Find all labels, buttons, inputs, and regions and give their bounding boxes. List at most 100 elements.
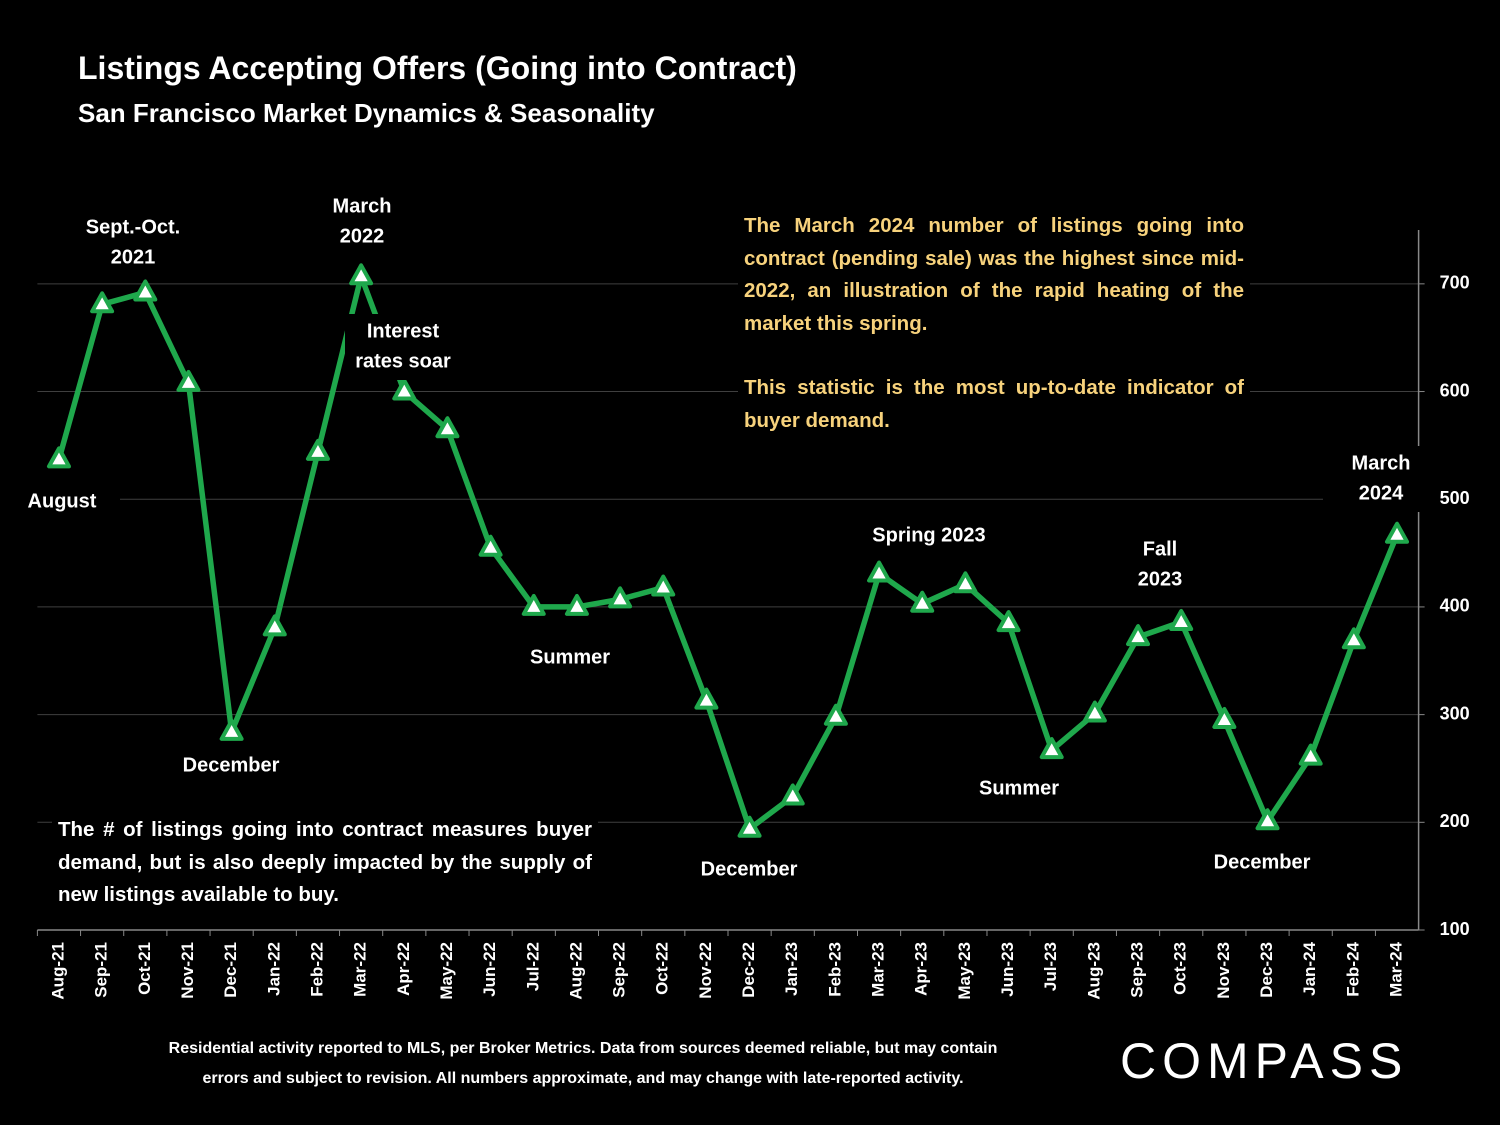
marker: [435, 416, 460, 439]
marker: [1212, 707, 1237, 729]
marker: [694, 687, 719, 710]
marker: [349, 263, 374, 286]
annotation: Fall: [1143, 538, 1177, 560]
annotation: December: [183, 754, 280, 776]
annotation: Summer: [530, 646, 610, 668]
marker: [1255, 808, 1280, 831]
annotation: rates soar: [355, 350, 451, 372]
marker: [780, 783, 805, 806]
marker: [953, 571, 978, 594]
marker: [1169, 609, 1194, 631]
x-tick-label: Oct-23: [1171, 942, 1190, 995]
marker: [737, 815, 762, 838]
x-tick-label: Oct-22: [653, 942, 672, 995]
marker: [46, 446, 71, 469]
marker: [651, 574, 676, 597]
marker: [478, 534, 503, 557]
x-tick-label: Jan-24: [1300, 941, 1319, 995]
marker: [262, 614, 287, 637]
annotation: Interest: [367, 320, 440, 342]
y-tick-label: 300: [1440, 703, 1470, 723]
annotation-bg: [1323, 446, 1439, 512]
x-tick-label: Feb-24: [1343, 941, 1362, 996]
y-tick-label: 500: [1440, 488, 1470, 508]
annotation: March: [333, 195, 392, 217]
logo: COMPASS: [1120, 1033, 1409, 1089]
x-tick-label: Dec-21: [221, 942, 240, 998]
annotation: August: [28, 490, 97, 512]
x-tick-label: Jun-22: [480, 942, 499, 997]
x-tick-label: Apr-23: [912, 942, 931, 996]
x-tick-label: May-23: [955, 942, 974, 1000]
marker: [564, 593, 589, 616]
x-tick-label: Nov-21: [178, 942, 197, 999]
x-tick-label: Nov-23: [1214, 942, 1233, 999]
x-tick-label: Aug-23: [1084, 942, 1103, 1000]
annotation: December: [1214, 851, 1311, 873]
marker: [608, 586, 633, 609]
marker: [1341, 627, 1366, 650]
marker: [1039, 737, 1064, 760]
annotation: Summer: [979, 777, 1059, 799]
footer-text: errors and subject to revision. All numb…: [202, 1070, 964, 1087]
note: The # of listings going into contract me…: [52, 814, 598, 912]
x-tick-label: Feb-23: [825, 942, 844, 997]
marker: [176, 369, 201, 392]
x-tick-label: Apr-22: [394, 942, 413, 996]
x-tick-label: Mar-24: [1387, 941, 1406, 996]
x-tick-label: Jan-23: [782, 942, 801, 996]
x-tick-label: May-22: [437, 942, 456, 1000]
marker: [1298, 743, 1323, 766]
marker: [1385, 521, 1410, 544]
annotation: March: [1352, 452, 1411, 474]
annotation: 2024: [1359, 482, 1404, 504]
y-tick-label: 200: [1440, 811, 1470, 831]
x-tick-label: Aug-21: [48, 942, 67, 1000]
x-tick-label: Nov-22: [696, 942, 715, 999]
chart-title: Listings Accepting Offers (Going into Co…: [78, 50, 797, 86]
marker: [910, 590, 935, 613]
marker: [823, 703, 848, 726]
x-tick-label: Sep-22: [610, 942, 629, 998]
x-tick-label: Mar-22: [351, 942, 370, 997]
annotation: 2023: [1138, 568, 1183, 590]
y-tick-label: 100: [1440, 919, 1470, 939]
note-text: This statistic is the most up-to-date in…: [744, 376, 1244, 432]
marker: [1126, 624, 1151, 647]
x-tick-label: Sep-23: [1128, 942, 1147, 998]
x-tick-label: Feb-22: [307, 942, 326, 997]
marker: [996, 610, 1021, 633]
annotation-bg: [4, 484, 120, 520]
y-tick-label: 700: [1440, 273, 1470, 293]
y-tick-label: 400: [1440, 596, 1470, 616]
x-tick-label: Jul-22: [523, 942, 542, 991]
note: The March 2024 number of listings going …: [738, 210, 1250, 437]
x-tick-label: Jun-23: [998, 942, 1017, 997]
x-tick-label: Jul-23: [1041, 942, 1060, 991]
annotation-bg: [345, 314, 461, 380]
x-tick-label: Jan-22: [264, 942, 283, 996]
annotation: December: [701, 858, 798, 880]
x-tick-label: Dec-22: [739, 942, 758, 998]
marker: [867, 560, 892, 583]
note-text: The March 2024 number of listings going …: [744, 214, 1244, 335]
x-tick-label: Mar-23: [869, 942, 888, 997]
marker: [133, 279, 158, 302]
y-tick-label: 600: [1440, 380, 1470, 400]
marker: [521, 593, 546, 616]
x-tick-label: Dec-23: [1257, 942, 1276, 998]
marker: [1082, 700, 1107, 723]
annotation: 2022: [340, 225, 385, 247]
x-tick-label: Oct-21: [135, 942, 154, 995]
annotation: Spring 2023: [872, 524, 985, 546]
marker: [305, 438, 330, 461]
marker: [392, 378, 417, 401]
chart-subtitle: San Francisco Market Dynamics & Seasonal…: [78, 98, 655, 128]
annotation: 2021: [111, 246, 156, 268]
footer-text: Residential activity reported to MLS, pe…: [168, 1040, 998, 1057]
marker: [90, 291, 115, 314]
x-tick-label: Aug-22: [566, 942, 585, 1000]
marker: [219, 718, 244, 741]
